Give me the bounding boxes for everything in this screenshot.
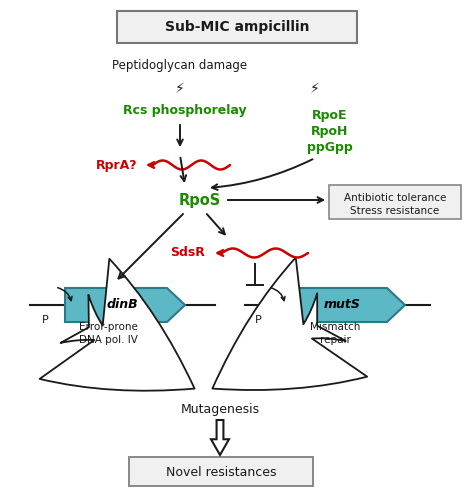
- Text: ppGpp: ppGpp: [307, 140, 353, 154]
- Text: Mutagenesis: Mutagenesis: [181, 404, 260, 416]
- Polygon shape: [211, 420, 229, 455]
- Text: P: P: [42, 315, 48, 325]
- Text: RprA?: RprA?: [96, 159, 138, 171]
- Text: Error-prone: Error-prone: [79, 322, 137, 332]
- Text: SdsR: SdsR: [170, 246, 205, 260]
- Text: mutS: mutS: [324, 299, 361, 311]
- Polygon shape: [65, 288, 185, 322]
- Polygon shape: [285, 288, 405, 322]
- Text: ⚡: ⚡: [310, 82, 320, 96]
- Text: Sub-MIC ampicillin: Sub-MIC ampicillin: [165, 20, 309, 34]
- FancyBboxPatch shape: [129, 457, 313, 486]
- Text: Rcs phosphorelay: Rcs phosphorelay: [123, 104, 247, 116]
- Text: Peptidoglycan damage: Peptidoglycan damage: [112, 58, 247, 72]
- Text: RpoE: RpoE: [312, 109, 348, 121]
- Text: repair: repair: [319, 335, 350, 345]
- Text: Mismatch: Mismatch: [310, 322, 360, 332]
- FancyBboxPatch shape: [117, 11, 357, 43]
- Text: Antibiotic tolerance: Antibiotic tolerance: [344, 193, 446, 203]
- Text: P: P: [255, 315, 261, 325]
- Text: ⚡: ⚡: [175, 82, 185, 96]
- Text: RpoS: RpoS: [179, 192, 221, 208]
- FancyBboxPatch shape: [329, 185, 461, 219]
- Text: RpoH: RpoH: [311, 125, 349, 137]
- Text: Novel resistances: Novel resistances: [166, 465, 276, 479]
- Text: dinB: dinB: [107, 299, 138, 311]
- Text: DNA pol. IV: DNA pol. IV: [79, 335, 137, 345]
- Text: Stress resistance: Stress resistance: [350, 206, 439, 216]
